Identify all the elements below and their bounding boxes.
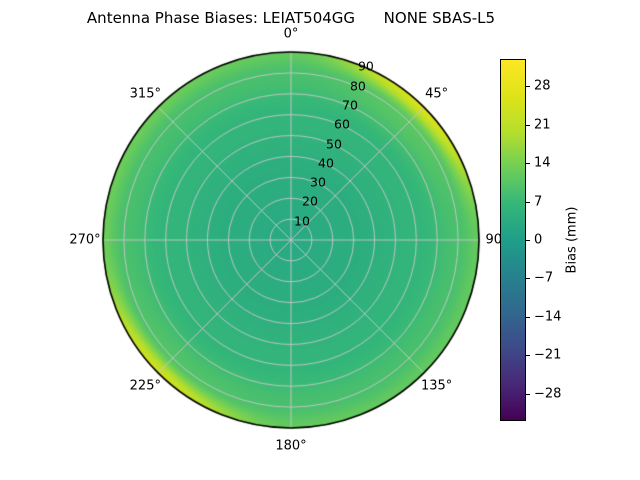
radial-tick-label: 90 xyxy=(357,58,374,74)
colorbar-tick-mark xyxy=(526,278,530,280)
colorbar-tick-label: 14 xyxy=(534,155,551,171)
radial-tick-label: 40 xyxy=(318,155,334,171)
angular-tick-label: 0° xyxy=(283,26,299,42)
colorbar-tick-mark xyxy=(526,201,530,203)
colorbar-tick-label: 28 xyxy=(534,78,551,94)
colorbar-tick-mark xyxy=(526,86,530,88)
colorbar-tick-mark xyxy=(526,240,530,241)
radial-tick-label: 70 xyxy=(342,97,358,113)
colorbar xyxy=(500,59,526,421)
colorbar-tick-label: −14 xyxy=(534,309,562,325)
colorbar-tick-label: −7 xyxy=(534,270,554,286)
colorbar-tick-mark xyxy=(526,393,530,395)
radial-tick-label: 20 xyxy=(302,193,318,209)
colorbar-tick-label: −28 xyxy=(534,386,562,402)
colorbar-tick-label: −21 xyxy=(534,347,562,363)
angular-tick-label: 270° xyxy=(69,232,101,248)
radial-tick-label: 60 xyxy=(334,116,350,132)
angular-tick-label: 45° xyxy=(425,86,449,102)
colorbar-tick-mark xyxy=(526,124,530,126)
colorbar-tick-mark xyxy=(526,316,530,318)
radial-tick-label: 30 xyxy=(310,174,326,190)
colorbar-tick-mark xyxy=(526,163,530,165)
colorbar-tick-mark xyxy=(526,355,530,357)
radial-tick-label: 50 xyxy=(326,136,342,151)
radial-tick-label: 80 xyxy=(349,78,366,94)
colorbar-axis-label: Bias (mm) xyxy=(564,206,580,274)
colorbar-tick-label: 7 xyxy=(534,194,543,210)
colorbar-tick-label: 21 xyxy=(534,117,551,133)
angular-tick-label: 225° xyxy=(129,378,161,394)
chart-title: Antenna Phase Biases: LEIAT504GG NONE SB… xyxy=(86,9,496,27)
angular-tick-label: 180° xyxy=(275,438,307,454)
colorbar-tick-label: 0 xyxy=(534,232,543,248)
angular-tick-label: 315° xyxy=(129,86,161,102)
angular-tick-label: 135° xyxy=(420,378,453,394)
radial-tick-label: 10 xyxy=(294,213,310,229)
